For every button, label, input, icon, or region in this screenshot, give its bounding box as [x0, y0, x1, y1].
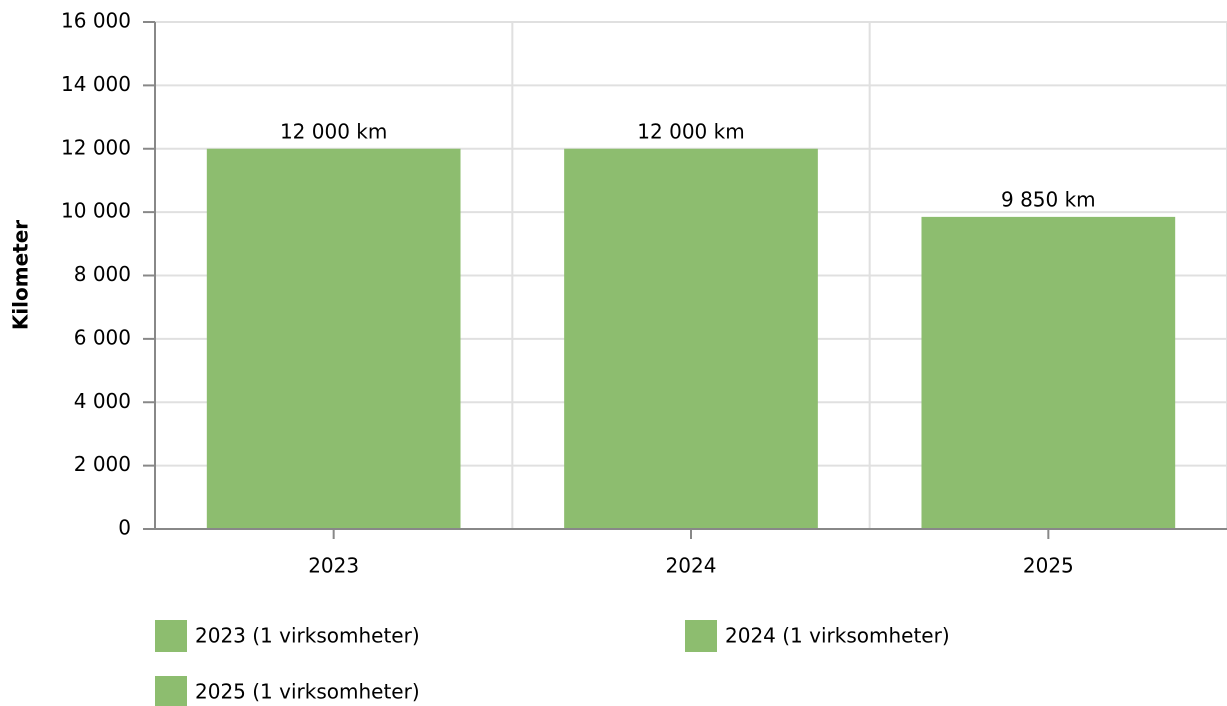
legend-label: 2023 (1 virksomheter) — [195, 624, 420, 648]
y-tick-label: 0 — [118, 516, 131, 540]
bar — [564, 148, 818, 529]
legend-label: 2025 (1 virksomheter) — [195, 680, 420, 704]
y-axis-label: Kilometer — [9, 220, 33, 330]
x-tick-label: 2024 — [666, 554, 717, 578]
y-tick-label: 14 000 — [61, 72, 131, 96]
legend-label: 2024 (1 virksomheter) — [725, 624, 950, 648]
legend-swatch — [155, 620, 187, 652]
legend-swatch — [685, 620, 717, 652]
y-tick-label: 16 000 — [61, 9, 131, 33]
y-tick-label: 8 000 — [74, 262, 131, 286]
y-tick-label: 2 000 — [74, 452, 131, 476]
x-tick-label: 2025 — [1023, 554, 1074, 578]
y-tick-label: 10 000 — [61, 199, 131, 223]
y-tick-label: 12 000 — [61, 135, 131, 159]
y-tick-label: 6 000 — [74, 325, 131, 349]
data-label: 9 850 km — [1001, 187, 1096, 211]
x-tick-label: 2023 — [308, 554, 359, 578]
y-tick-label: 4 000 — [74, 389, 131, 413]
bar — [206, 148, 461, 529]
data-label: 12 000 km — [280, 119, 387, 143]
data-label: 12 000 km — [637, 119, 744, 143]
bar — [921, 216, 1176, 530]
legend-swatch — [155, 676, 187, 706]
